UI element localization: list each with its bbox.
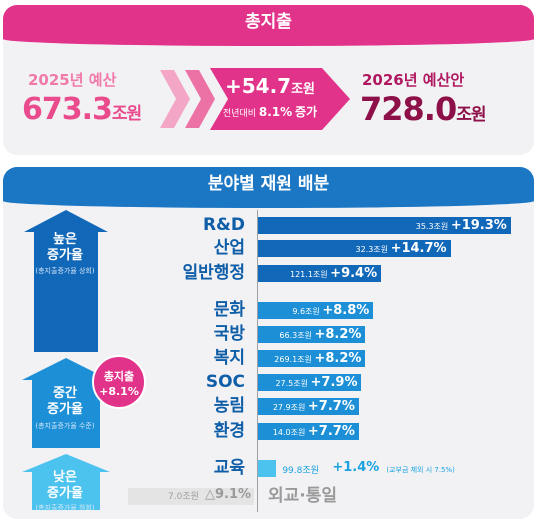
mid-growth-arrow-icon — [22, 358, 110, 448]
chart-bar — [258, 460, 277, 477]
category-label: 교육 — [213, 458, 245, 478]
chart-bar: 66.3조원 +8.2% — [258, 326, 366, 343]
chart-bar: 35.3조원 +19.3% — [258, 217, 511, 234]
mid-growth-title: 중간 증가율 — [47, 386, 83, 417]
high-growth-subtitle: (총지출증가율 상회) — [35, 267, 95, 275]
category-label: R&D — [202, 215, 245, 235]
bar-amount-label: 66.3조원 — [279, 331, 315, 340]
bar-amount-label: 35.3조원 — [415, 222, 451, 231]
increase-arrow-icon — [210, 68, 350, 130]
bar-value-label: 66.3조원 +8.2% — [279, 326, 361, 343]
bar-amount-label: 14.0조원 — [272, 428, 308, 437]
category-label: SOC — [205, 372, 245, 392]
bar-amount-label: 7.0조원 — [168, 492, 199, 502]
growth-level-arrows — [22, 210, 110, 510]
bar-value-label: 27.9조원 +7.7% — [273, 398, 355, 415]
chart-bar: 9.6조원 +8.8% — [258, 302, 374, 319]
category-label: 외교·통일 — [268, 486, 338, 506]
category-label: 문화 — [213, 300, 245, 320]
bar-amount-label: 32.3조원 — [355, 245, 391, 254]
increase-amount: +54.7조원 — [224, 74, 316, 98]
baseline-axis — [257, 210, 258, 512]
bar-value-label: 121.1조원 +9.4% — [290, 265, 377, 282]
chart-bar: 269.1조원 +8.2% — [258, 350, 366, 367]
bar-amount-label: 9.6조원 — [292, 307, 323, 316]
bar-amount-label: 269.1조원 — [274, 355, 315, 364]
bar-note-label: (교부금 제외 시 7.5%) — [386, 466, 455, 474]
bar-value-label: 32.3조원 +14.7% — [355, 240, 446, 257]
bar-value-label: 269.1조원 +8.2% — [274, 350, 361, 367]
next-budget-label: 2026년 예산안 — [362, 71, 465, 89]
chart-bar: 14.0조원 +7.7% — [258, 423, 359, 440]
bar-value-label: 9.6조원 +8.8% — [292, 302, 369, 319]
bar-growth-label: +8.2% — [314, 351, 362, 366]
allocation-title: 분야별 재원 배분 — [3, 167, 534, 208]
bar-amount-label: 27.5조원 — [275, 379, 311, 388]
category-label: 농림 — [213, 396, 245, 416]
bar-value-label: 14.0조원 +7.7% — [273, 423, 355, 440]
low-growth-title: 낮은 증가율 — [47, 470, 83, 501]
bar-growth-label: +9.4% — [330, 266, 378, 281]
prev-budget-label: 2025년 예산 — [28, 71, 117, 89]
next-budget-value: 728.0조원 — [360, 90, 487, 128]
total-growth-badge: 총지출 +8.1% — [92, 355, 146, 409]
bar-amount-label: 121.1조원 — [290, 270, 331, 279]
chart-bar: 121.1조원 +9.4% — [258, 265, 382, 282]
bar-growth-label: +8.2% — [314, 327, 362, 342]
bar-amount-label: 99.8조원 — [282, 466, 319, 476]
low-growth-arrow-icon — [22, 454, 110, 510]
bar-value-label: 27.5조원 +7.9% — [275, 374, 357, 391]
bar-value-label: 35.3조원 +19.3% — [416, 217, 507, 234]
category-label: 일반행정 — [182, 263, 245, 283]
chart-bar: 32.3조원 +14.7% — [258, 240, 451, 257]
chevron-right-icon — [160, 70, 190, 128]
bar-amount-label: 27.9조원 — [272, 403, 308, 412]
category-label: 산업 — [213, 238, 245, 258]
bar-growth-label: +7.9% — [310, 375, 358, 390]
chart-bar: 27.5조원 +7.9% — [258, 374, 362, 391]
bar-growth-label: +1.4% — [332, 460, 380, 475]
bar-growth-label: +14.7% — [390, 241, 447, 256]
total-spending-title: 총지출 — [3, 5, 534, 46]
bar-growth-label: +19.3% — [450, 218, 507, 233]
bar-growth-label: +8.8% — [322, 303, 370, 318]
bar-growth-label: +7.7% — [307, 399, 355, 414]
category-label: 복지 — [213, 348, 245, 368]
high-growth-title: 높은 증가율 — [47, 232, 83, 263]
category-label: 환경 — [213, 421, 245, 441]
mid-growth-subtitle: (총지출증가율 수준) — [35, 422, 95, 430]
bar-growth-label: +7.7% — [307, 424, 355, 439]
chevron-right-icon — [185, 70, 215, 128]
category-label: 국방 — [213, 324, 245, 344]
low-growth-subtitle: (총지출증가율 하회) — [35, 504, 95, 512]
high-growth-arrow-icon — [24, 210, 108, 352]
bar-growth-label: △9.1% — [205, 487, 252, 502]
increase-rate: 전년대비 8.1% 증가 — [222, 105, 318, 119]
chart-bar-negative — [128, 488, 254, 505]
prev-budget-value: 673.3조원 — [22, 92, 142, 127]
chart-bar: 27.9조원 +7.7% — [258, 398, 359, 415]
